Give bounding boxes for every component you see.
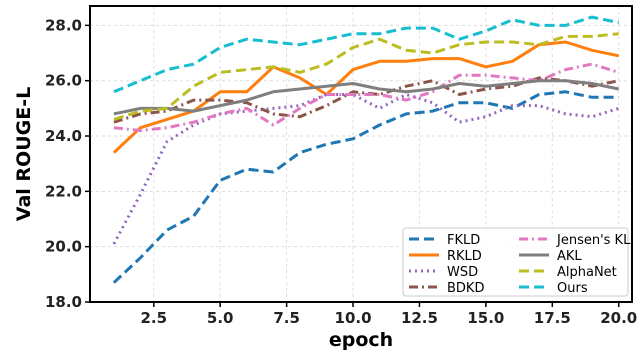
x-tick-label: 10.0 [335, 309, 372, 327]
series-line-wsd [112, 93, 620, 245]
series-line-rkld [112, 40, 620, 154]
series-line-jensen-s-kl [113, 62, 620, 132]
x-tick-label: 15.0 [467, 309, 504, 327]
series-line-ours [113, 15, 620, 94]
x-tick-label: 20.0 [600, 309, 637, 327]
x-axis-label: epoch [329, 329, 393, 351]
legend-label: WSD [447, 265, 478, 280]
legend-label: BDKD [447, 281, 484, 296]
plot-frame [89, 5, 633, 303]
x-axis-ticks: 2.5 5.0 7.5 10.0 12.5 15.0 17.5 20.0 [140, 302, 637, 327]
y-tick-label: 22.0 [45, 182, 82, 200]
y-tick-label: 24.0 [45, 127, 82, 145]
y-tick-label: 18.0 [45, 293, 82, 311]
legend-label: RKLD [447, 249, 482, 264]
y-tick-label: 20.0 [45, 238, 82, 256]
y-tick-label: 26.0 [45, 72, 82, 90]
x-tick-label: 7.5 [273, 309, 300, 327]
y-axis-label: Val ROUGE-L [13, 87, 35, 221]
y-axis-ticks: 18.0 20.0 22.0 24.0 26.0 28.0 [45, 16, 90, 311]
x-tick-label: 12.5 [401, 309, 438, 327]
y-tick-label: 28.0 [45, 16, 82, 34]
x-tick-label: 2.5 [140, 309, 167, 327]
legend-label: AlphaNet [557, 265, 617, 280]
x-tick-label: 5.0 [207, 309, 234, 327]
legend-label: Ours [557, 281, 588, 296]
series-line-fkld [112, 90, 619, 284]
series-lines [112, 15, 620, 284]
legend-label: Jensen's KL [556, 233, 631, 248]
series-line-alphanet [113, 32, 619, 121]
x-tick-label: 17.5 [534, 309, 571, 327]
legend-label: AKL [557, 249, 582, 264]
series-line-akl [113, 79, 620, 116]
legend-box [402, 227, 629, 297]
legend-label: FKLD [447, 233, 480, 248]
